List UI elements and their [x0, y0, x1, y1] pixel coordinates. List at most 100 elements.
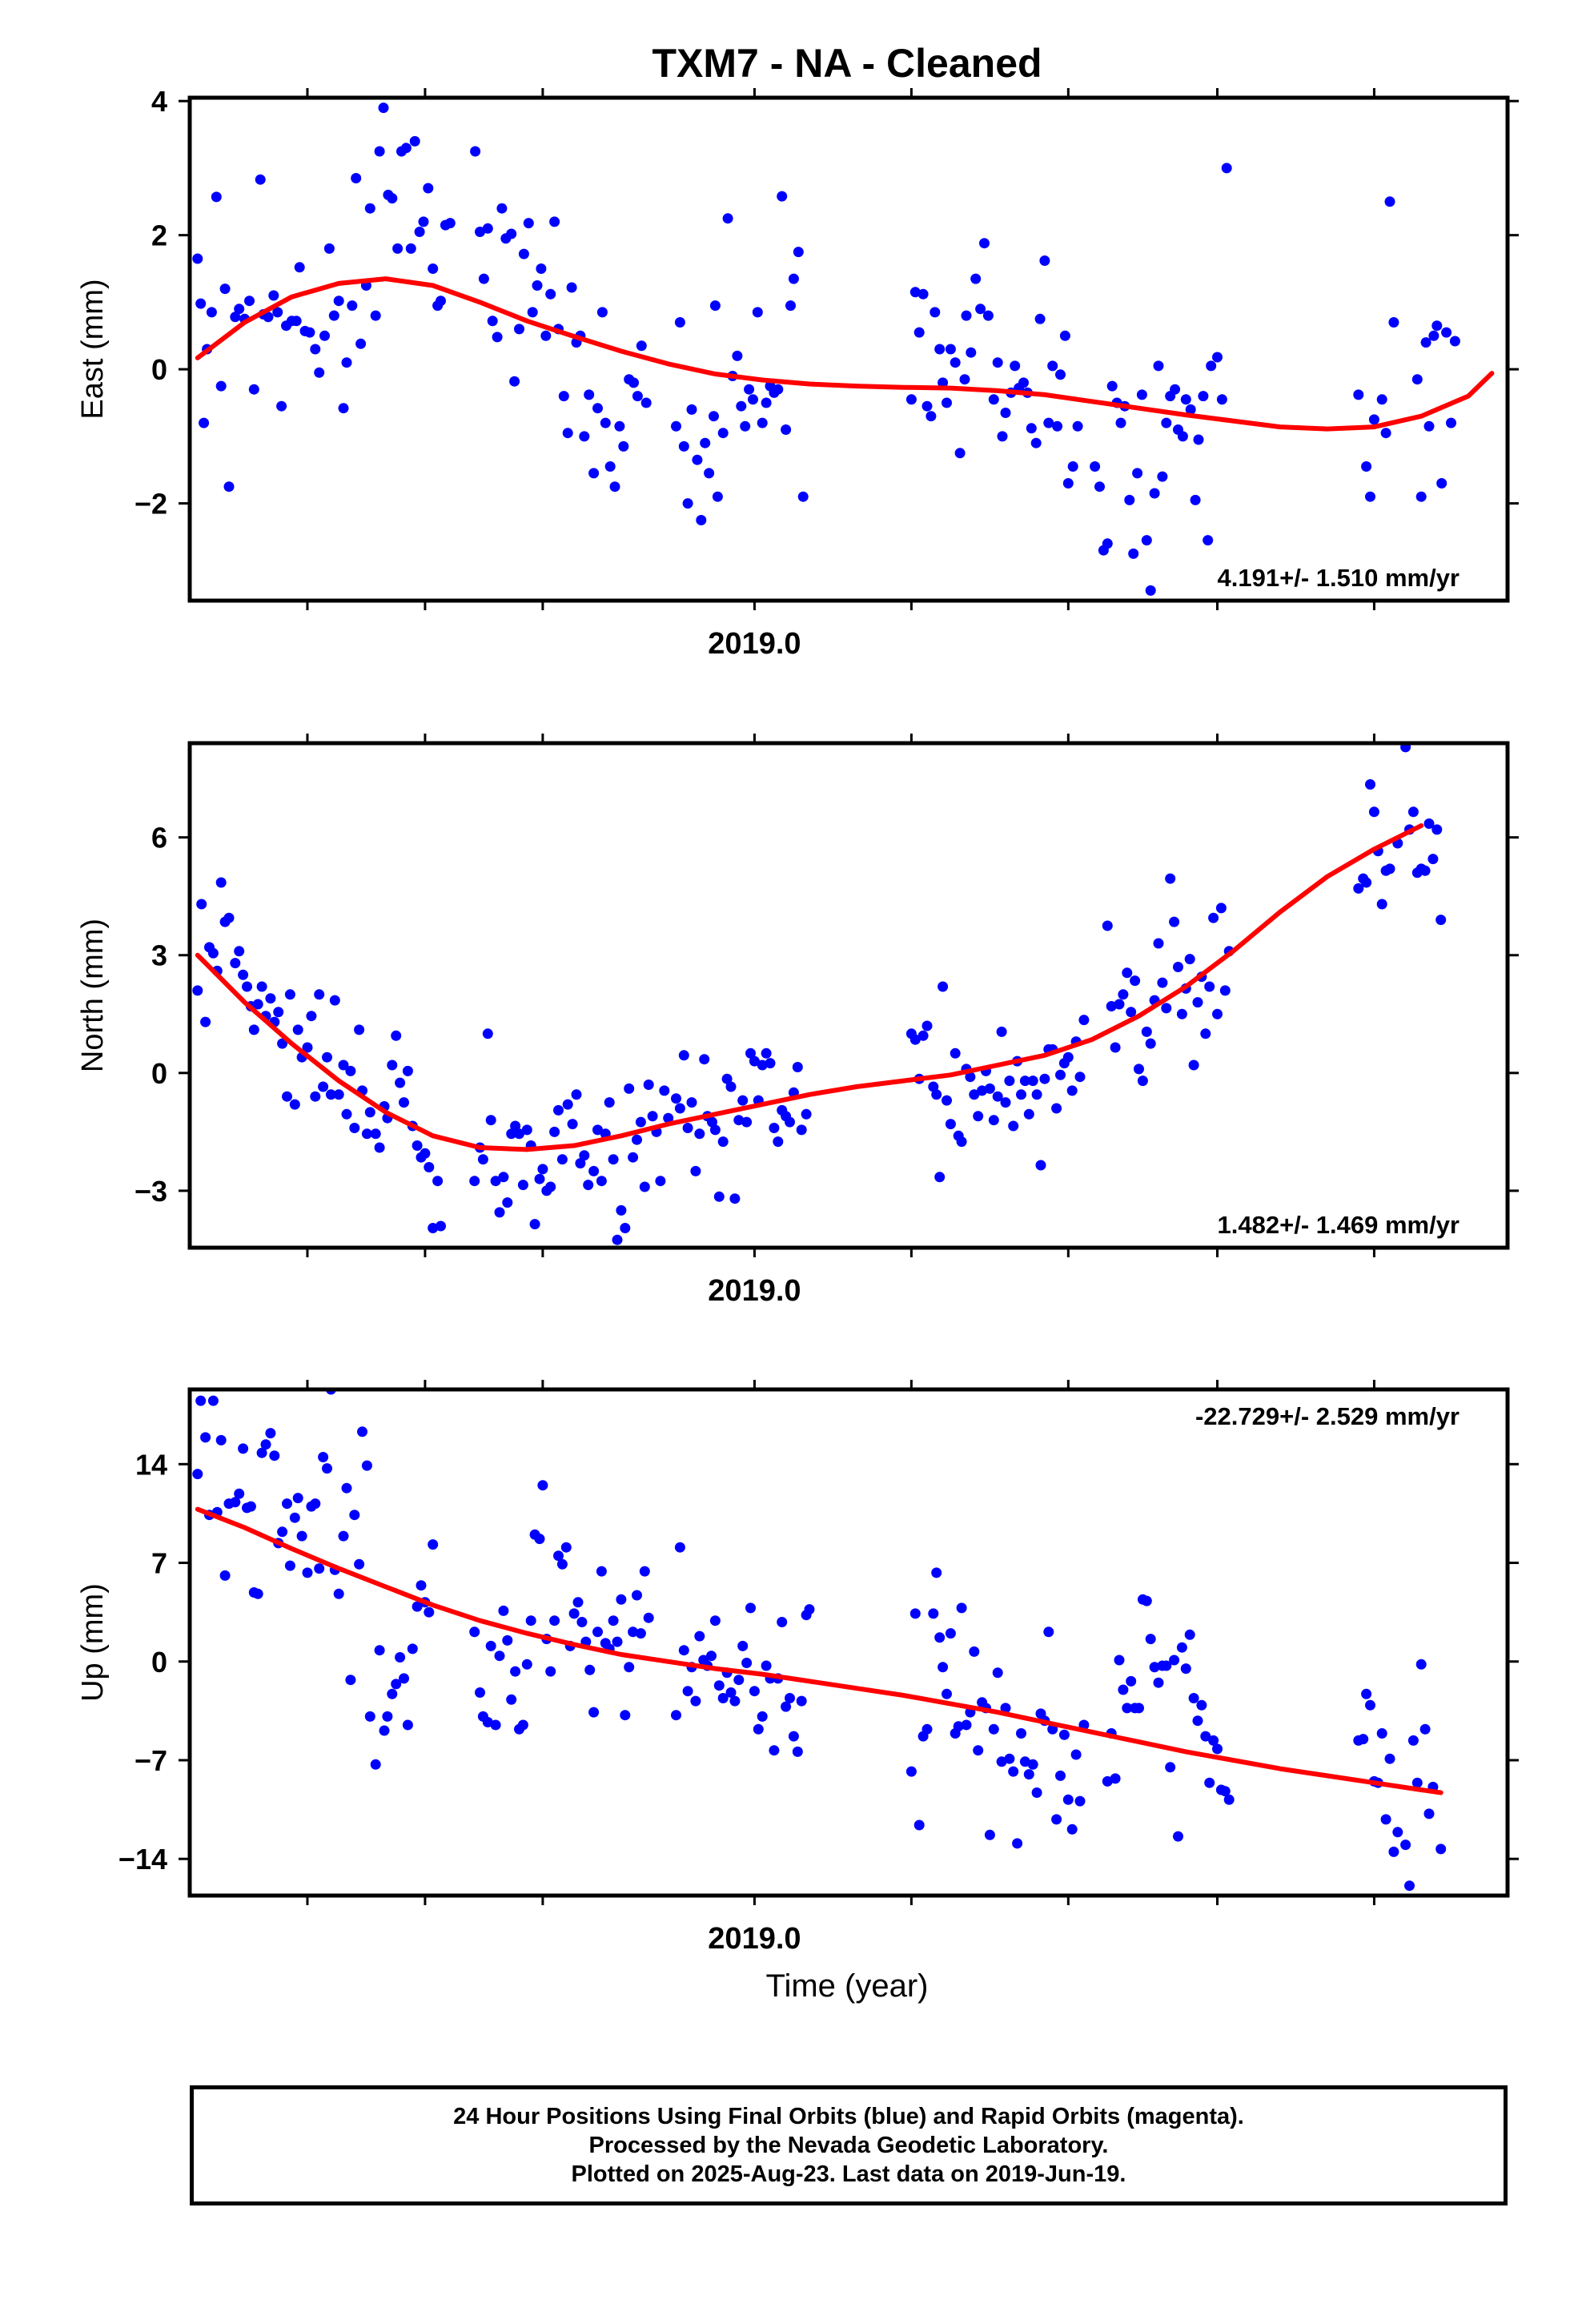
data-point [1215, 903, 1227, 914]
data-point [325, 1089, 336, 1100]
data-point [420, 1148, 431, 1159]
data-point [289, 1099, 300, 1110]
data-point [1223, 1794, 1235, 1805]
data-point [494, 1207, 505, 1218]
data-point [341, 1108, 352, 1120]
data-point [255, 174, 266, 185]
data-point [1004, 1076, 1015, 1087]
data-point [1031, 1089, 1042, 1100]
data-point [349, 1510, 360, 1521]
data-point [588, 468, 600, 479]
data-point [970, 273, 982, 284]
data-point [268, 290, 279, 301]
data-point [909, 287, 921, 298]
data-point [945, 1628, 956, 1639]
data-point [265, 1428, 276, 1439]
data-point [1008, 1120, 1019, 1132]
data-point [753, 1723, 764, 1735]
data-point [1358, 1734, 1369, 1745]
data-point [556, 1154, 568, 1165]
data-point [1157, 471, 1168, 482]
data-point [1153, 360, 1164, 372]
data-point [568, 1608, 580, 1619]
data-point [608, 1615, 619, 1626]
data-point [195, 1395, 207, 1406]
data-point [1078, 1015, 1090, 1026]
data-point [628, 1152, 639, 1163]
data-point [444, 218, 456, 229]
data-point [1208, 912, 1219, 923]
data-point [537, 1164, 548, 1175]
data-point [722, 213, 733, 224]
data-point [428, 1539, 439, 1550]
data-point [1176, 1008, 1187, 1019]
data-point [244, 296, 255, 307]
data-point [1368, 806, 1379, 818]
data-point [1365, 1699, 1375, 1711]
data-point [934, 1632, 946, 1643]
data-point [706, 1651, 717, 1662]
data-point [277, 1038, 288, 1049]
data-point [242, 981, 252, 992]
data-point [1380, 1814, 1391, 1825]
data-point [575, 1158, 586, 1169]
data-point [534, 1173, 545, 1184]
data-point [732, 350, 743, 361]
data-point [1052, 420, 1063, 432]
data-point [1204, 1777, 1215, 1788]
data-point [785, 1693, 795, 1703]
data-point [804, 1604, 815, 1615]
y-axis-label: Up (mm) [76, 1583, 110, 1702]
data-point [277, 1526, 288, 1538]
data-point [635, 1116, 646, 1128]
data-point [1419, 1723, 1431, 1735]
data-point [596, 1566, 607, 1577]
data-point [252, 999, 263, 1010]
data-point [230, 1497, 241, 1508]
data-point [1221, 163, 1232, 174]
data-point [306, 1011, 317, 1022]
data-point [562, 1099, 573, 1110]
data-point [1365, 779, 1375, 790]
data-point [248, 1024, 259, 1035]
data-point [494, 1651, 505, 1662]
plot-frame [187, 741, 1510, 1250]
data-point [926, 411, 937, 422]
data-point [717, 1136, 729, 1148]
data-point [1420, 337, 1431, 348]
data-point [736, 400, 747, 412]
data-point [527, 307, 538, 318]
data-point [713, 1680, 725, 1691]
data-point [1074, 1795, 1086, 1807]
data-point [777, 191, 788, 202]
data-point [1030, 437, 1042, 448]
data-point [1122, 1703, 1133, 1714]
data-point [1212, 352, 1223, 363]
data-point [318, 1081, 329, 1092]
data-point [322, 1463, 332, 1474]
data-point [700, 437, 711, 448]
data-point [773, 384, 784, 395]
data-point [284, 989, 295, 1000]
data-point [769, 1123, 780, 1133]
data-point [482, 1717, 493, 1727]
data-point [797, 491, 809, 502]
data-point [793, 247, 804, 258]
data-point [1090, 461, 1101, 472]
data-point [416, 1580, 427, 1591]
data-point [230, 312, 241, 323]
data-point [1204, 981, 1215, 992]
data-point [984, 1829, 995, 1840]
data-point [1188, 1693, 1199, 1703]
data-point [1180, 1663, 1191, 1675]
data-point [643, 1080, 654, 1090]
data-point [1165, 873, 1176, 884]
data-point [1400, 1839, 1411, 1851]
data-point [792, 1062, 803, 1072]
data-point [361, 1128, 372, 1140]
data-point [931, 1567, 942, 1578]
data-point [1203, 535, 1214, 546]
data-point [620, 1223, 631, 1233]
data-point [1219, 1786, 1231, 1797]
data-point [1200, 1731, 1211, 1742]
